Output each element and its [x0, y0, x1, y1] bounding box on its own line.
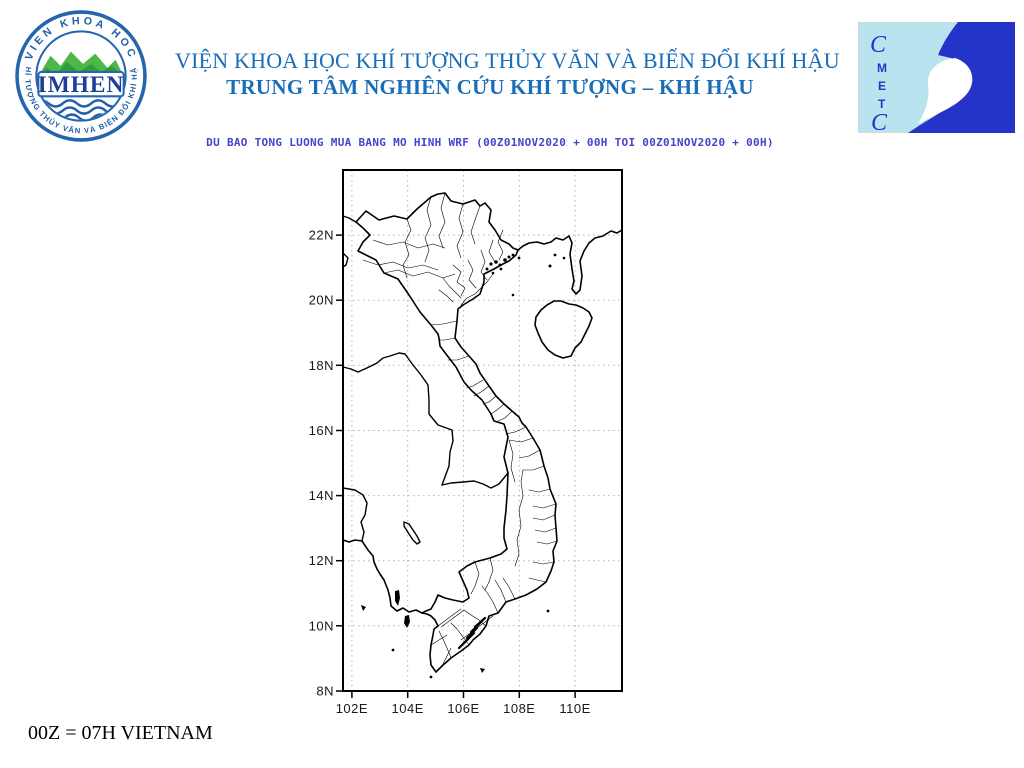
laos-myanmar-border: [342, 252, 349, 268]
header: VIỆN KHOA HỌC KHÍ TƯỢNG THỦY VĂN VÀ BIẾN…: [175, 48, 840, 100]
mountain-back-icon: [38, 51, 124, 76]
lon-label: 106E: [447, 701, 479, 716]
islands: [361, 253, 566, 679]
cmetc-letter-c1: C: [870, 32, 887, 58]
longitude-labels: 102E 104E 106E 108E 110E: [336, 701, 591, 716]
cmetc-letter-m: M: [877, 61, 887, 75]
lon-label: 110E: [559, 701, 590, 716]
hainan-island: [534, 300, 593, 359]
cmetc-wave-white-icon: [918, 58, 973, 124]
cmetc-wave-dark-icon: [908, 22, 1015, 133]
lat-label: 16N: [309, 423, 334, 438]
imhen-logo: IMHEN VIEN KHOA HOC KHÍ TƯỢNG THỦY VĂN V…: [14, 7, 147, 142]
province-boundaries: [362, 192, 558, 667]
map-frame: [342, 169, 623, 692]
thailand-laos-border: [342, 352, 454, 486]
lat-label: 22N: [309, 228, 334, 243]
cmetc-logo: C M E T C: [858, 22, 1015, 133]
thailand-cambodia-border: [342, 487, 368, 542]
lat-label: 10N: [309, 618, 334, 633]
institute-title: VIỆN KHOA HỌC KHÍ TƯỢNG THỦY VĂN VÀ BIẾN…: [175, 48, 840, 73]
center-title: TRUNG TÂM NGHIÊN CỨU KHÍ TƯỢNG – KHÍ HẬU: [226, 75, 754, 99]
lon-label: 102E: [336, 701, 368, 716]
forecast-subtitle: DU BAO TONG LUONG MUA BANG MO HINH WRF (…: [206, 136, 774, 149]
china-coastline: [517, 229, 623, 295]
tonle-sap-lake: [403, 521, 421, 545]
axis-ticks: [336, 234, 576, 698]
gulf-of-thailand-coast: [342, 539, 423, 614]
lat-label: 18N: [309, 358, 334, 373]
imhen-acronym-band: [37, 70, 125, 98]
lon-label: 108E: [503, 701, 535, 716]
forecast-map: 22N 20N 18N 16N 14N 12N 10N 8N 102E 104E…: [309, 169, 623, 716]
grid-lines: [343, 170, 622, 691]
lat-label: 14N: [309, 488, 334, 503]
laos-cambodia-border: [441, 472, 509, 489]
cmetc-letter-e: E: [878, 79, 886, 93]
timezone-note: 00Z = 07H VIETNAM: [28, 722, 213, 744]
cmetc-letter-c2: C: [871, 110, 888, 133]
cmetc-letter-t: T: [878, 97, 886, 111]
lat-label: 20N: [309, 293, 334, 308]
mekong-river-mouths: [457, 616, 487, 650]
china-laos-border: [342, 215, 357, 223]
latitude-labels: 22N 20N 18N 16N 14N 12N 10N 8N: [309, 228, 334, 699]
vietnam-border: [355, 192, 558, 673]
lon-label: 104E: [392, 701, 424, 716]
land-layers: [342, 192, 623, 679]
lat-label: 12N: [309, 553, 334, 568]
imhen-acronym: IMHEN: [38, 72, 125, 98]
lat-label: 8N: [316, 684, 334, 699]
